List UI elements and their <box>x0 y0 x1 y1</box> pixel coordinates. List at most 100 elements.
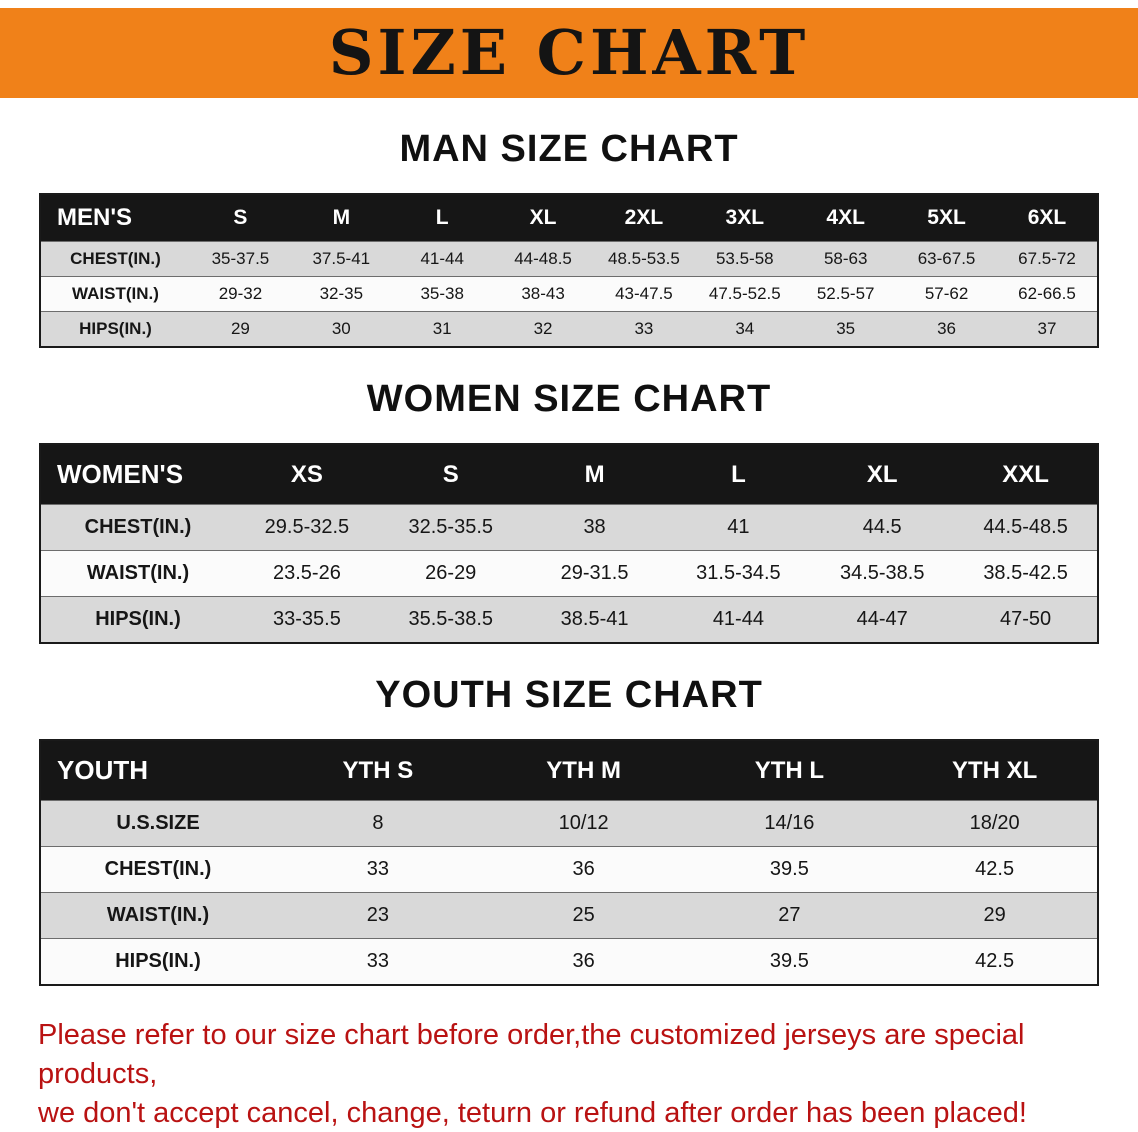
size-column-header: 2XL <box>593 194 695 242</box>
table-row: HIPS(IN.) 33-35.5 35.5-38.5 38.5-41 41-44 44-… <box>40 596 1098 643</box>
table-row: WAIST(IN.) 23.5-26 26-29 29-31.5 31.5-34.5 34… <box>40 550 1098 597</box>
size-value-cell: 35 <box>836 319 856 338</box>
size-column-header: 4XL <box>795 194 897 242</box>
row-label-cell: WAIST(IN.) <box>72 284 159 303</box>
row-label-cell: HIPS(IN.) <box>95 608 181 630</box>
row-label-cell: WAIST(IN.) <box>86 562 190 584</box>
row-label-cell: HIPS(IN.) <box>115 950 201 972</box>
size-value-cell: 36 <box>937 319 957 338</box>
size-value-cell: 38 <box>583 516 606 538</box>
table-title-cell: WOMEN'S <box>40 444 235 505</box>
size-column-header: M <box>290 194 392 242</box>
size-column-header: M <box>522 444 667 505</box>
youth-size-table: YOUTH YTH S YTH M YTH L YTH XL U.S.SIZE 8 10/12… <box>39 739 1099 986</box>
size-value-cell: 29 <box>230 319 250 338</box>
size-value-cell: 35-37.5 <box>211 249 270 268</box>
size-value-cell: 29 <box>983 904 1006 926</box>
size-value-cell: 26-29 <box>425 562 477 584</box>
size-column-header: 3XL <box>694 194 796 242</box>
size-value-cell: 29-31.5 <box>560 562 629 584</box>
size-column-header: YTH L <box>686 740 893 801</box>
size-value-cell: 37 <box>1037 319 1057 338</box>
size-value-cell: 38.5-41 <box>560 608 629 630</box>
size-value-cell: 63-67.5 <box>917 249 976 268</box>
size-column-header: 6XL <box>997 194 1098 242</box>
size-value-cell: 39.5 <box>769 858 809 880</box>
men-size-table: MEN'S S M L XL 2XL 3XL 4XL 5XL 6XL CHEST(IN.) 35-37… <box>39 193 1099 348</box>
size-value-cell: 33 <box>366 858 389 880</box>
row-label-cell: WAIST(IN.) <box>106 904 210 926</box>
women-size-table: WOMEN'S XS S M L XL XXL CHEST(IN.) 29.5-32.5 32.5… <box>39 443 1099 644</box>
size-value-cell: 38.5-42.5 <box>983 562 1068 584</box>
size-value-cell: 47.5-52.5 <box>708 284 781 303</box>
row-label-cell: CHEST(IN.) <box>84 516 192 538</box>
size-value-cell: 35.5-38.5 <box>408 608 493 630</box>
size-value-cell: 10/12 <box>558 812 609 834</box>
size-value-cell: 39.5 <box>769 950 809 972</box>
table-row: HIPS(IN.) 29 30 31 32 33 34 35 36 37 <box>40 311 1098 347</box>
size-column-header: L <box>391 194 493 242</box>
size-value-cell: 44-48.5 <box>514 249 572 268</box>
size-value-cell: 48.5-53.5 <box>608 249 680 268</box>
size-column-header: XL <box>810 444 955 505</box>
size-value-cell: 44.5-48.5 <box>983 516 1068 538</box>
size-column-header: XXL <box>954 444 1098 505</box>
size-column-header: L <box>666 444 811 505</box>
size-value-cell: 32 <box>533 319 553 338</box>
table-row: U.S.SIZE 8 10/12 14/16 18/20 <box>40 800 1098 847</box>
table-row: CHEST(IN.) 29.5-32.5 32.5-35.5 38 41 44.5 44.5… <box>40 504 1098 551</box>
size-value-cell: 31 <box>432 319 452 338</box>
size-value-cell: 29-32 <box>218 284 263 303</box>
size-column-header: YTH M <box>480 740 687 801</box>
page-title: SIZE CHART <box>328 16 810 89</box>
row-label-cell: U.S.SIZE <box>116 812 200 834</box>
size-value-cell: 58-63 <box>823 249 868 268</box>
size-value-cell: 29.5-32.5 <box>264 516 350 538</box>
row-label-cell: CHEST(IN.) <box>70 249 161 268</box>
size-chart-banner: SIZE CHART <box>0 8 1138 98</box>
size-value-cell: 37.5-41 <box>312 249 371 268</box>
size-value-cell: 33 <box>366 950 389 972</box>
size-value-cell: 42.5 <box>975 950 1015 972</box>
size-column-header: YTH XL <box>892 740 1098 801</box>
disclaimer-line-2: we don't accept cancel, change, teturn o… <box>38 1097 1027 1130</box>
size-value-cell: 31.5-34.5 <box>696 562 781 584</box>
table-title-cell: MEN'S <box>40 194 190 242</box>
size-value-cell: 14/16 <box>764 812 815 834</box>
size-value-cell: 52.5-57 <box>816 284 875 303</box>
size-value-cell: 32.5-35.5 <box>408 516 493 538</box>
table-row: CHEST(IN.) 35-37.5 37.5-41 41-44 44-48.5 48.5… <box>40 241 1098 277</box>
men-size-chart-heading: MAN SIZE CHART <box>399 128 739 170</box>
size-value-cell: 33-35.5 <box>272 608 341 630</box>
size-value-cell: 35-38 <box>420 284 464 303</box>
size-value-cell: 41-44 <box>712 608 764 630</box>
size-column-header: S <box>378 444 523 505</box>
table-row: WAIST(IN.) 29-32 32-35 35-38 38-43 43-47.5 47.… <box>40 276 1098 312</box>
size-value-cell: 67.5-72 <box>1018 249 1076 268</box>
women-size-chart-heading: WOMEN SIZE CHART <box>366 378 772 420</box>
size-value-cell: 25 <box>572 904 595 926</box>
size-value-cell: 41 <box>727 516 750 538</box>
table-header-row: MEN'S S M L XL 2XL 3XL 4XL 5XL 6XL <box>40 194 1098 242</box>
size-value-cell: 62-66.5 <box>1018 284 1076 303</box>
disclaimer-line-1: Please refer to our size chart before or… <box>38 1019 1025 1091</box>
size-value-cell: 33 <box>634 319 654 338</box>
size-value-cell: 23 <box>366 904 389 926</box>
size-value-cell: 44.5 <box>862 516 902 538</box>
size-value-cell: 44-47 <box>856 608 908 630</box>
size-column-header: YTH S <box>275 740 481 801</box>
youth-size-chart-heading: YOUTH SIZE CHART <box>375 674 763 716</box>
size-value-cell: 36 <box>572 858 595 880</box>
order-disclaimer: Please refer to our size chart before or… <box>38 1016 1108 1132</box>
size-value-cell: 30 <box>331 319 351 338</box>
size-value-cell: 23.5-26 <box>272 562 341 584</box>
size-value-cell: 34 <box>735 319 755 338</box>
size-value-cell: 34.5-38.5 <box>839 562 925 584</box>
size-value-cell: 36 <box>572 950 595 972</box>
size-column-header: XL <box>492 194 594 242</box>
size-value-cell: 32-35 <box>319 284 364 303</box>
size-value-cell: 38-43 <box>521 284 565 303</box>
size-value-cell: 42.5 <box>975 858 1015 880</box>
size-column-header: 5XL <box>896 194 997 242</box>
